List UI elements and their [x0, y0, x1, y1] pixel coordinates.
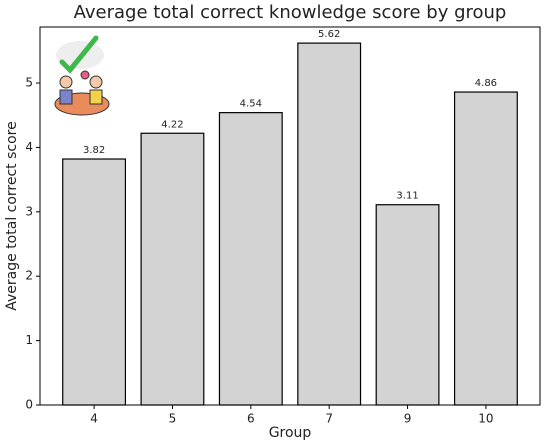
bar	[218, 112, 283, 406]
value-label: 4.86	[475, 78, 497, 89]
y-tick-label: 0	[25, 398, 33, 412]
value-label: 4.54	[240, 99, 262, 110]
y-tick-label: 5	[25, 76, 33, 90]
y-tick-label: 3	[25, 204, 33, 218]
decorative-icon	[54, 35, 110, 116]
value-label: 3.82	[83, 145, 105, 156]
bar	[297, 42, 362, 406]
chart-title: Average total correct knowledge score by…	[74, 2, 507, 23]
x-tick-label: 6	[247, 412, 255, 426]
x-tick-label: 7	[325, 412, 333, 426]
y-axis-label: Average total correct score	[4, 121, 20, 311]
x-tick-label: 10	[478, 412, 493, 426]
value-label: 5.62	[318, 29, 340, 40]
x-tick-label: 4	[90, 412, 98, 426]
x-tick-label: 5	[169, 412, 177, 426]
x-tick-label: 9	[404, 412, 412, 426]
bar	[62, 158, 127, 406]
y-tick-label: 2	[25, 269, 33, 283]
y-tick-label: 1	[25, 333, 33, 347]
y-tick-label: 4	[25, 140, 33, 154]
value-label: 3.11	[396, 191, 418, 202]
bar	[375, 204, 440, 406]
bar	[140, 132, 205, 406]
bar	[453, 91, 518, 406]
plot-frame	[39, 26, 541, 406]
value-label: 4.22	[161, 119, 183, 130]
x-axis-label: Group	[269, 425, 312, 441]
